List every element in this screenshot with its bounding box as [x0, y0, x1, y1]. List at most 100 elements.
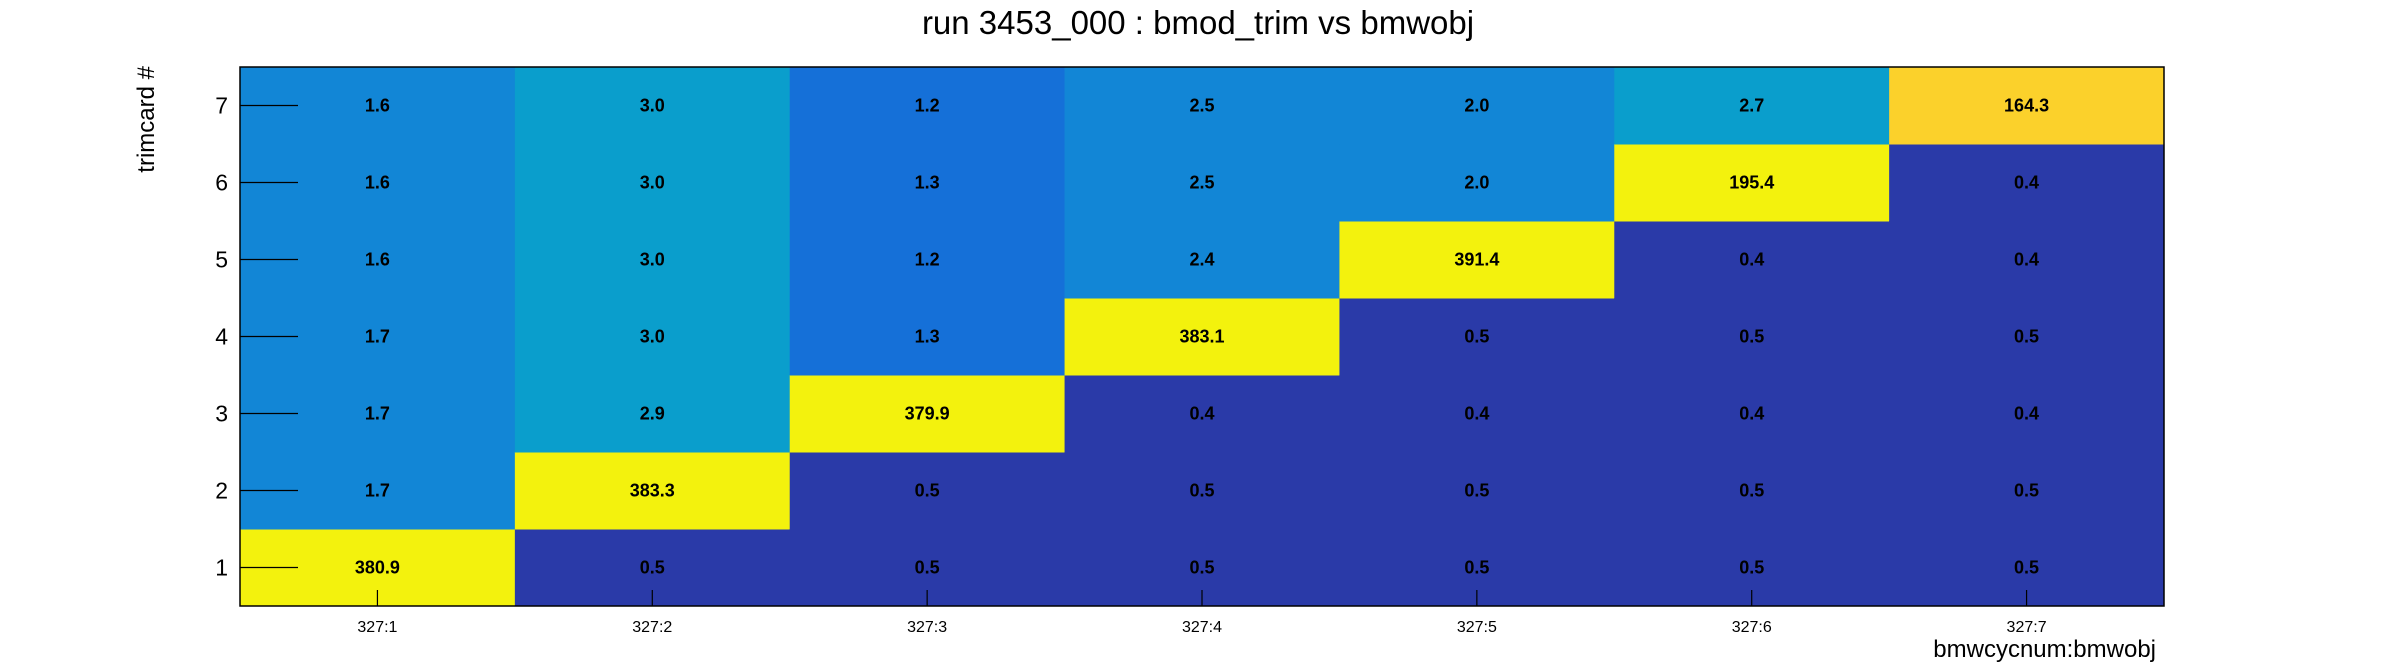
- y-tick-label: 6: [215, 170, 228, 196]
- y-tick-label: 3: [215, 401, 228, 427]
- heatmap-cell-327-3-2: [789, 452, 1066, 530]
- cell-value-label: 1.6: [365, 96, 390, 116]
- heatmap-cell-327-5-5: [1339, 221, 1615, 299]
- heatmap-cell-327-5-4: [1339, 298, 1615, 376]
- heatmap-cell-327-4-3: [1064, 375, 1340, 453]
- cell-value-label: 2.7: [1739, 96, 1764, 116]
- cell-value-label: 0.5: [1739, 481, 1764, 501]
- heatmap-cell-327-3-7: [789, 67, 1066, 145]
- cell-value-label: 0.4: [1464, 404, 1489, 424]
- heatmap-cell-327-7-6: [1889, 144, 2165, 222]
- y-tick-label: 5: [215, 247, 228, 273]
- cell-value-label: 0.5: [640, 558, 665, 578]
- axis-ticks: 327:1 327:2 327:3 327:4 327:5 327:6 327:7 1 2 3 4 5…: [215, 93, 2046, 637]
- heatmap-cell-327-2-3: [514, 375, 791, 453]
- heatmap-cell-327-7-3: [1889, 375, 2165, 453]
- heatmap-cell-327-4-6: [1064, 144, 1340, 222]
- cell-value-label: 3.0: [640, 173, 665, 193]
- heatmap-cell-327-5-2: [1339, 452, 1615, 530]
- cell-value-label: 1.7: [365, 404, 390, 424]
- heatmap-cell-327-3-3: [789, 375, 1066, 453]
- cell-value-label: 2.0: [1464, 173, 1489, 193]
- cell-value-label: 0.5: [2014, 558, 2039, 578]
- heatmap-cell-327-4-7: [1064, 67, 1340, 145]
- cell-value-label: 1.7: [365, 481, 390, 501]
- x-axis-title: bmwcycnum:bmwobj: [1933, 636, 2156, 663]
- heatmap-cell-327-7-5: [1889, 221, 2165, 299]
- heatmap-cell-327-6-2: [1614, 452, 1890, 530]
- cell-value-label: 0.5: [1189, 481, 1214, 501]
- heatmap-cell-327-2-4: [514, 298, 791, 376]
- cell-value-label: 2.4: [1189, 250, 1214, 270]
- y-tick-label: 1: [215, 555, 228, 581]
- y-tick-label: 7: [215, 93, 228, 119]
- cell-value-label: 0.5: [1464, 481, 1489, 501]
- cell-value-label: 1.6: [365, 173, 390, 193]
- heatmap-cell-327-3-5: [789, 221, 1066, 299]
- heatmap-cell-327-5-7: [1339, 67, 1615, 145]
- cell-value-label: 1.3: [915, 327, 940, 347]
- cell-value-label: 0.5: [1464, 327, 1489, 347]
- x-tick-label: 327:4: [1182, 619, 1222, 636]
- cell-value-label: 0.5: [1464, 558, 1489, 578]
- x-tick-label: 327:5: [1457, 619, 1497, 636]
- cell-value-label: 1.2: [915, 96, 940, 116]
- cell-value-label: 0.5: [1189, 558, 1214, 578]
- cell-value-label: 379.9: [905, 404, 950, 424]
- heatmap-cell-327-7-7: [1889, 67, 2165, 145]
- cell-value-label: 0.4: [1739, 250, 1764, 270]
- cell-value-label: 1.7: [365, 327, 390, 347]
- heatmap-cell-327-6-3: [1614, 375, 1890, 453]
- x-tick-label: 327:7: [2007, 619, 2047, 636]
- heatmap-cell-327-3-4: [789, 298, 1066, 376]
- heatmap-cell-327-2-7: [514, 67, 791, 145]
- heatmap-cell-327-2-6: [514, 144, 791, 222]
- y-tick-label: 2: [215, 478, 228, 504]
- cell-value-label: 0.5: [2014, 481, 2039, 501]
- cell-value-label: 0.4: [2014, 173, 2039, 193]
- cell-value-label: 0.5: [1739, 558, 1764, 578]
- x-tick-label: 327:2: [632, 619, 672, 636]
- cell-value-label: 164.3: [2004, 96, 2049, 116]
- cell-value-label: 2.9: [640, 404, 665, 424]
- y-tick-label: 4: [215, 324, 228, 350]
- cell-value-label: 0.4: [2014, 404, 2039, 424]
- heatmap-cell-327-4-2: [1064, 452, 1340, 530]
- cell-value-label: 2.0: [1464, 96, 1489, 116]
- cell-value-label: 0.5: [1739, 327, 1764, 347]
- cell-value-label: 391.4: [1454, 250, 1499, 270]
- cell-value-label: 0.5: [915, 481, 940, 501]
- heatmap-cell-327-6-4: [1614, 298, 1890, 376]
- heatmap-cell-327-4-5: [1064, 221, 1340, 299]
- heatmap-cell-327-5-6: [1339, 144, 1615, 222]
- heatmap-cell-327-7-4: [1889, 298, 2165, 376]
- cell-value-label: 3.0: [640, 327, 665, 347]
- cell-value-label: 1.3: [915, 173, 940, 193]
- heatmap-cell-327-2-5: [514, 221, 791, 299]
- heatmap-cell-327-4-4: [1064, 298, 1340, 376]
- cell-value-label: 3.0: [640, 250, 665, 270]
- cell-value-label: 0.4: [1739, 404, 1764, 424]
- x-tick-label: 327:1: [357, 619, 397, 636]
- cell-value-label: 383.3: [630, 481, 675, 501]
- x-tick-label: 327:3: [907, 619, 947, 636]
- cell-value-label: 1.6: [365, 250, 390, 270]
- cell-value-label: 3.0: [640, 96, 665, 116]
- heatmap-cell-327-7-2: [1889, 452, 2165, 530]
- heatmap-cell-327-6-6: [1614, 144, 1890, 222]
- heatmap-cell-327-2-2: [514, 452, 791, 530]
- cell-value-label: 0.5: [2014, 327, 2039, 347]
- cell-value-label: 383.1: [1179, 327, 1224, 347]
- heatmap-cell-327-6-5: [1614, 221, 1890, 299]
- heatmap-cell-327-6-7: [1614, 67, 1890, 145]
- x-tick-label: 327:6: [1732, 619, 1772, 636]
- cell-value-label: 2.5: [1189, 173, 1214, 193]
- cell-value-label: 0.5: [915, 558, 940, 578]
- cell-value-label: 2.5: [1189, 96, 1214, 116]
- chart-title: run 3453_000 : bmod_trim vs bmwobj: [922, 4, 1474, 41]
- cell-value-label: 195.4: [1729, 173, 1774, 193]
- cell-value-label: 1.2: [915, 250, 940, 270]
- heatmap-cells: 380.9 1.7 1.7 1.7 1.6 1.6 1.6 0.5 383.3 2.9 3.0 3.0…: [240, 67, 2165, 607]
- heatmap-cell-327-3-6: [789, 144, 1066, 222]
